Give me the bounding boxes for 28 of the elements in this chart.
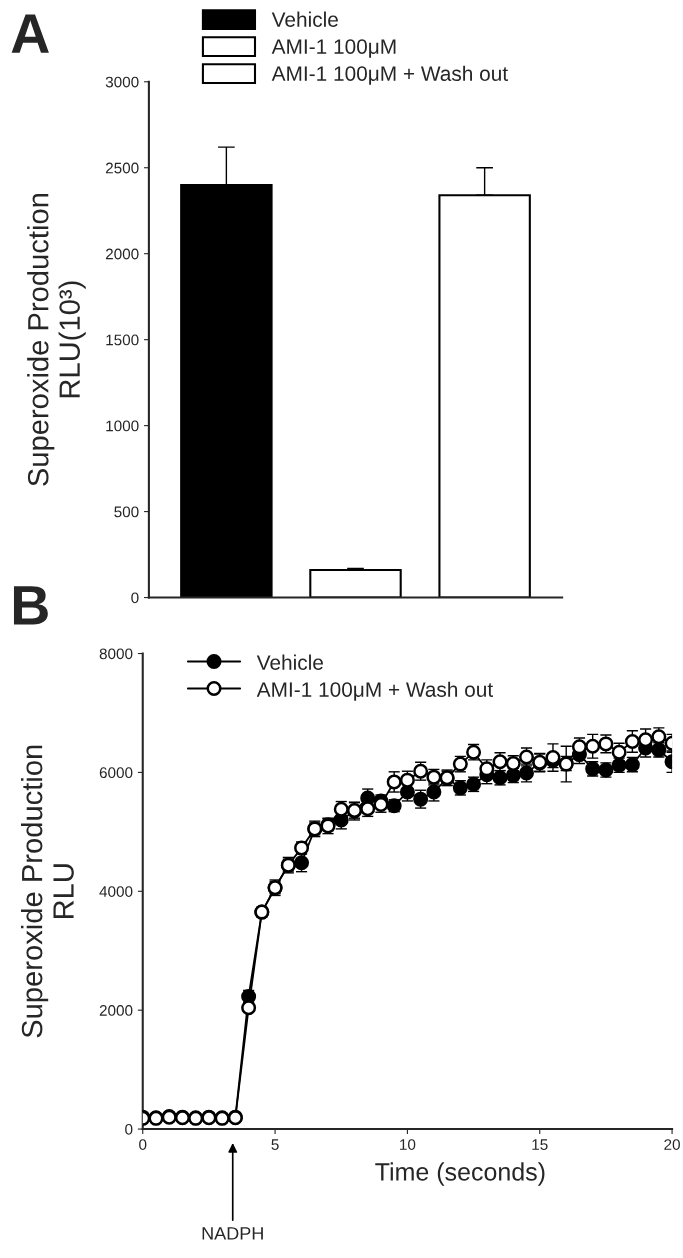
- y-tick-label: 500: [114, 506, 139, 518]
- y-tick-label: 2500: [105, 162, 139, 174]
- y-tick-label: 1500: [106, 334, 139, 346]
- x-tick-label: 5: [271, 1139, 279, 1150]
- y-tick-label: 3000: [105, 76, 139, 88]
- x-tick-label: 15: [532, 1139, 548, 1150]
- y-axis-title: Superoxide Production RLU: [20, 745, 74, 1038]
- legend-label: AMI-1 100μM: [271, 39, 396, 58]
- legend-label: Vehicle: [256, 654, 323, 670]
- text: NADPH: [202, 1227, 263, 1240]
- x-tick-label: 10: [400, 1139, 416, 1150]
- y-tick-label: 8000: [99, 648, 133, 660]
- legend-label: Vehicle: [271, 11, 338, 27]
- y-tick-label: 6000: [99, 767, 133, 779]
- chart-title: B: [13, 586, 48, 625]
- y-tick-label: 4000: [99, 886, 133, 897]
- x-axis-title: Time (seconds): [375, 1162, 545, 1186]
- x-tick-label: 20: [664, 1139, 680, 1150]
- legend-label: AMI-1 100μM + Wash out: [256, 681, 493, 701]
- y-tick-label: 1000: [106, 420, 139, 432]
- y-tick-label: 0: [131, 592, 139, 604]
- legend-label: AMI-1 100μM + Wash out: [271, 65, 508, 85]
- y-tick-label: 2000: [99, 1005, 133, 1016]
- y-tick-label: 2000: [105, 248, 139, 260]
- y-tick-label: 0: [125, 1123, 133, 1135]
- chart-title: A: [11, 14, 49, 53]
- x-tick-label: 0: [139, 1139, 147, 1150]
- y-axis-title: Superoxide Production RLU(10³): [27, 193, 86, 486]
